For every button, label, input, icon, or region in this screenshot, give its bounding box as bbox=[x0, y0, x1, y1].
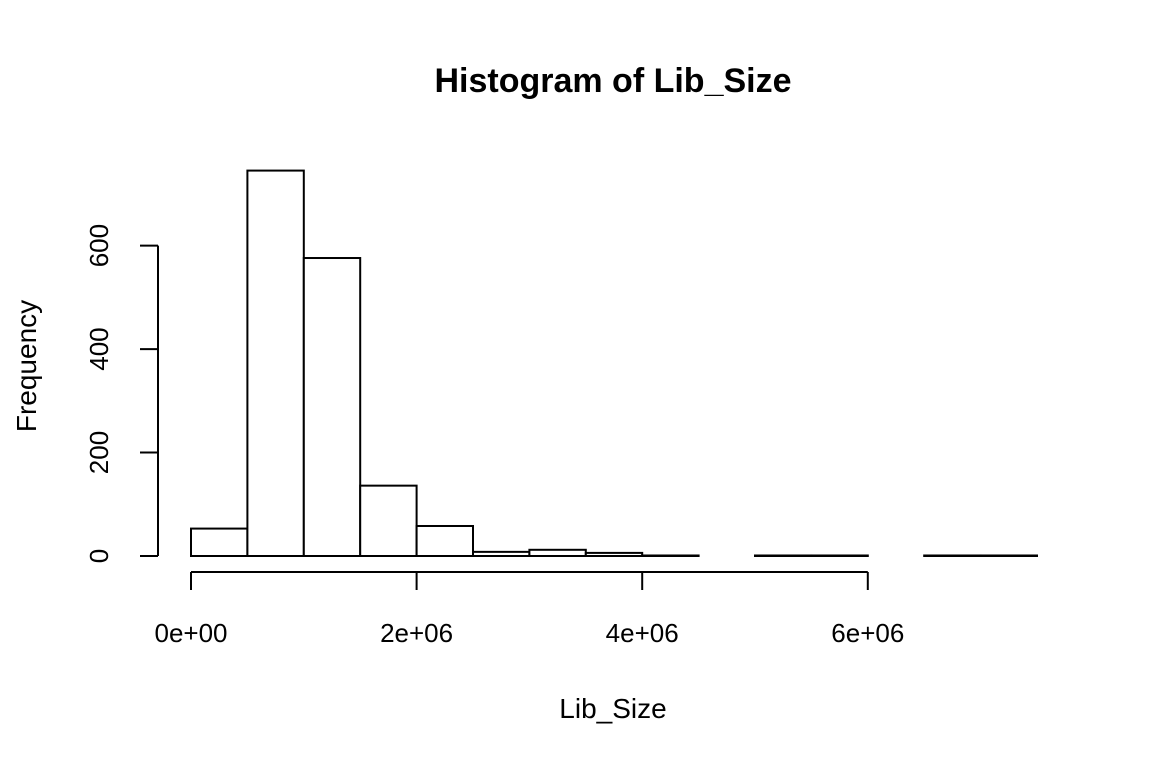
y-axis: 0 200 400 600 bbox=[84, 224, 159, 563]
x-tick-label: 0e+00 bbox=[154, 618, 227, 648]
histogram-bar bbox=[302, 257, 362, 557]
histogram-bar bbox=[190, 527, 249, 558]
x-tick-label: 4e+06 bbox=[606, 618, 679, 648]
histogram-bar bbox=[584, 551, 644, 557]
histogram-bar bbox=[754, 554, 813, 557]
chart-title: Histogram of Lib_Size bbox=[434, 62, 791, 100]
y-tick-label: 400 bbox=[84, 327, 114, 370]
x-axis: 0e+00 2e+06 4e+06 6e+06 bbox=[154, 571, 904, 648]
histogram-bar bbox=[359, 484, 418, 557]
histogram-bar bbox=[246, 169, 305, 557]
bars-group bbox=[190, 169, 1038, 558]
x-tick-label: 6e+06 bbox=[831, 618, 904, 648]
y-axis-label: Frequency bbox=[11, 300, 42, 432]
histogram-bar bbox=[528, 548, 587, 557]
y-tick-label: 0 bbox=[84, 549, 114, 563]
y-tick-label: 200 bbox=[84, 431, 114, 474]
histogram-bar bbox=[641, 554, 700, 557]
y-tick-label: 600 bbox=[84, 224, 114, 267]
histogram-bar bbox=[472, 550, 531, 557]
x-tick-label: 2e+06 bbox=[380, 618, 453, 648]
histogram-bar bbox=[810, 554, 869, 557]
histogram-bar bbox=[979, 554, 1038, 557]
histogram-bar bbox=[923, 554, 982, 557]
x-axis-label: Lib_Size bbox=[559, 693, 666, 724]
histogram-bar bbox=[415, 524, 475, 558]
